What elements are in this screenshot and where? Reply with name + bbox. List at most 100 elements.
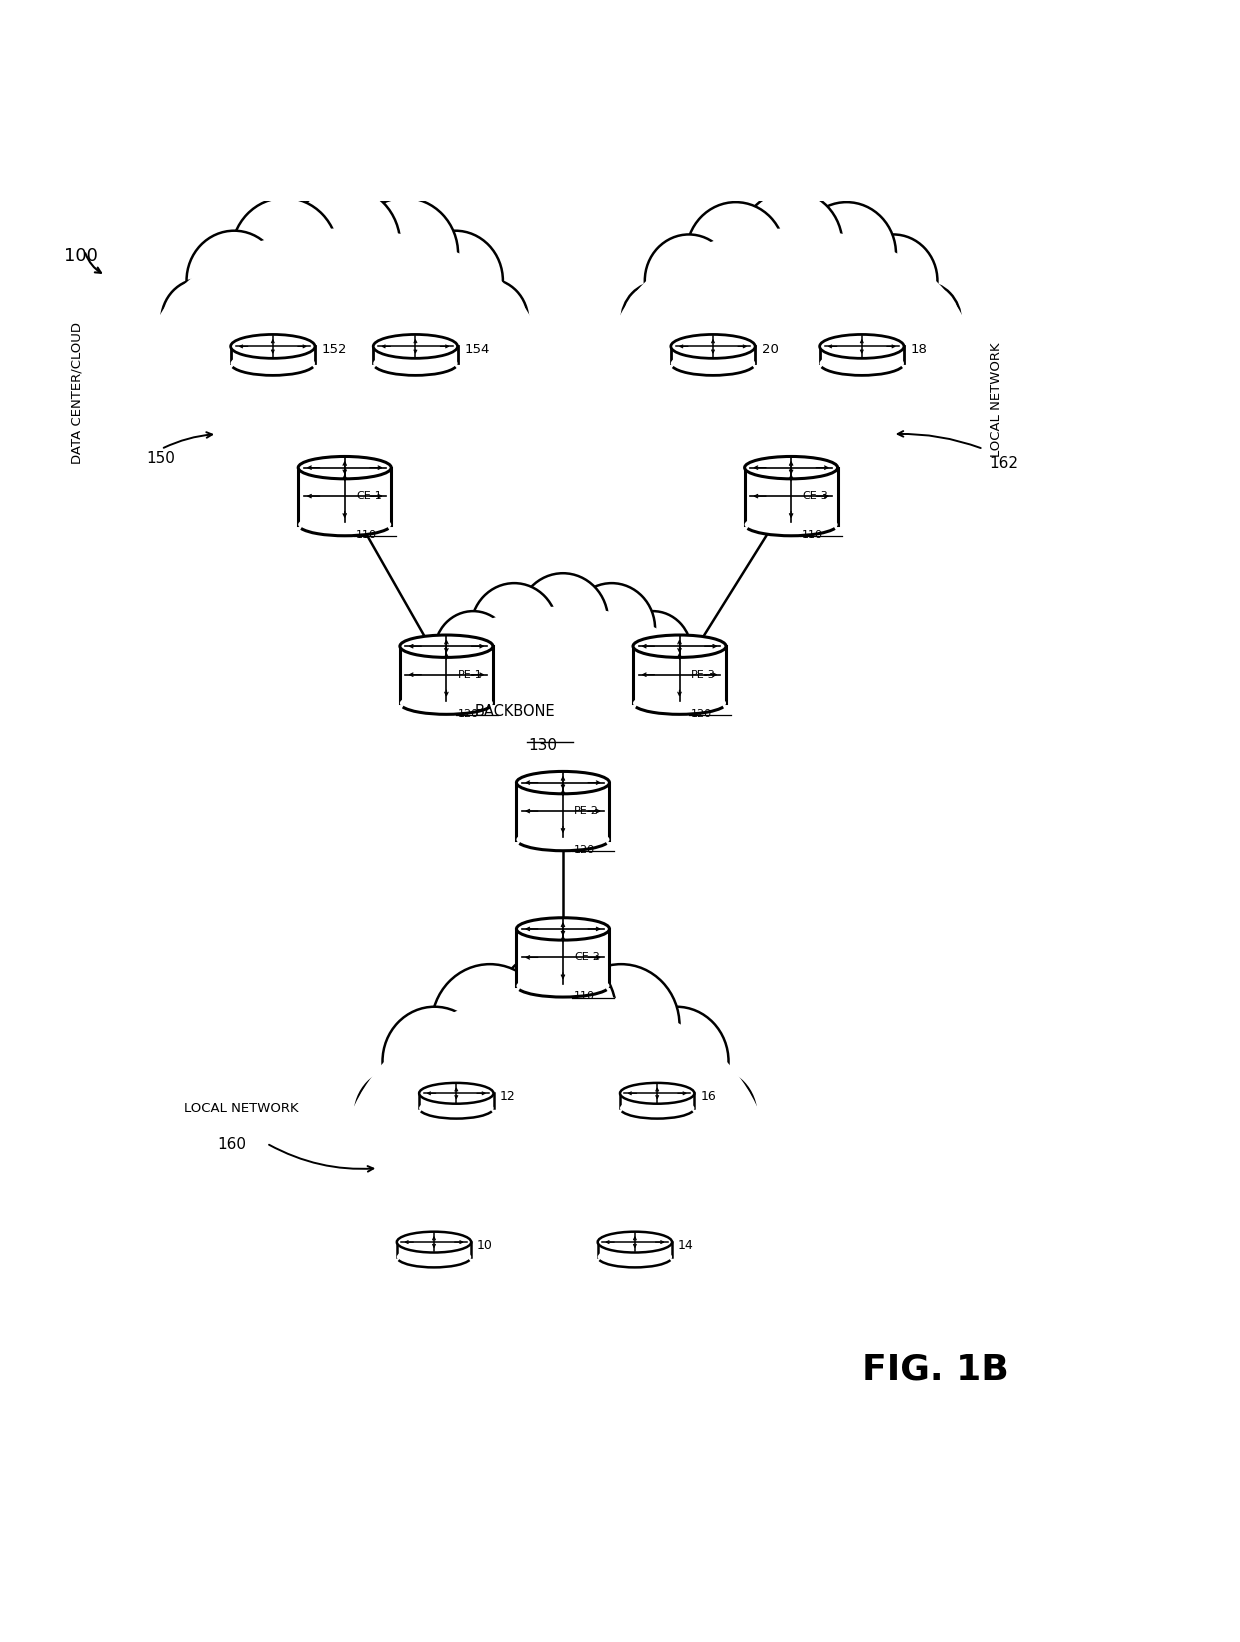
- Ellipse shape: [649, 266, 934, 463]
- Ellipse shape: [620, 1098, 694, 1118]
- Ellipse shape: [432, 964, 548, 1087]
- Bar: [671, 346, 755, 363]
- Bar: [399, 647, 494, 703]
- Ellipse shape: [634, 635, 727, 657]
- Ellipse shape: [634, 691, 727, 714]
- Ellipse shape: [414, 652, 479, 719]
- Ellipse shape: [598, 1232, 672, 1253]
- Ellipse shape: [450, 373, 506, 429]
- Ellipse shape: [686, 202, 785, 305]
- Text: 14: 14: [678, 1238, 694, 1251]
- Ellipse shape: [434, 611, 512, 693]
- Ellipse shape: [518, 573, 608, 668]
- Ellipse shape: [645, 235, 733, 327]
- Ellipse shape: [317, 435, 372, 491]
- Text: 152: 152: [321, 343, 347, 356]
- Ellipse shape: [399, 691, 492, 714]
- Text: 120: 120: [574, 846, 595, 855]
- Ellipse shape: [608, 228, 975, 501]
- Bar: [517, 929, 610, 985]
- Ellipse shape: [517, 772, 610, 793]
- Bar: [598, 1241, 672, 1258]
- Ellipse shape: [231, 335, 315, 358]
- Ellipse shape: [642, 374, 694, 427]
- Ellipse shape: [186, 232, 281, 330]
- Bar: [744, 468, 837, 524]
- Text: 150: 150: [146, 452, 175, 466]
- Ellipse shape: [475, 772, 521, 818]
- Ellipse shape: [740, 190, 842, 299]
- Ellipse shape: [691, 420, 743, 471]
- Ellipse shape: [670, 1069, 756, 1161]
- Ellipse shape: [620, 1082, 694, 1103]
- Text: FIG. 1B: FIG. 1B: [862, 1351, 1008, 1386]
- Ellipse shape: [849, 235, 937, 327]
- Ellipse shape: [613, 1253, 673, 1314]
- Ellipse shape: [397, 1232, 471, 1253]
- Ellipse shape: [568, 583, 655, 675]
- Ellipse shape: [433, 732, 477, 778]
- Bar: [299, 468, 392, 524]
- Bar: [231, 346, 315, 363]
- Text: 154: 154: [464, 343, 490, 356]
- Ellipse shape: [605, 772, 651, 818]
- Text: 110: 110: [802, 530, 823, 540]
- Ellipse shape: [820, 351, 904, 376]
- Ellipse shape: [351, 199, 458, 310]
- Ellipse shape: [397, 419, 453, 473]
- Text: 130: 130: [528, 737, 557, 754]
- Ellipse shape: [299, 514, 392, 535]
- Ellipse shape: [419, 1082, 494, 1103]
- Text: 120: 120: [458, 709, 479, 719]
- Text: PE-2: PE-2: [574, 806, 599, 816]
- Ellipse shape: [744, 456, 838, 479]
- Ellipse shape: [671, 1192, 732, 1253]
- Text: 10: 10: [477, 1238, 494, 1251]
- Ellipse shape: [161, 279, 241, 363]
- Ellipse shape: [399, 635, 492, 657]
- Ellipse shape: [517, 828, 610, 851]
- Ellipse shape: [355, 1069, 441, 1161]
- Ellipse shape: [744, 514, 838, 535]
- Bar: [419, 1094, 494, 1108]
- Ellipse shape: [671, 351, 755, 376]
- Text: CE-1: CE-1: [356, 491, 382, 501]
- Bar: [634, 647, 727, 703]
- Text: 18: 18: [910, 343, 928, 356]
- Ellipse shape: [438, 639, 688, 810]
- Ellipse shape: [232, 199, 339, 310]
- Ellipse shape: [598, 1246, 672, 1268]
- Ellipse shape: [797, 202, 897, 305]
- Text: 100: 100: [64, 246, 98, 264]
- Bar: [373, 346, 458, 363]
- Text: 20: 20: [761, 343, 779, 356]
- Text: 160: 160: [217, 1138, 246, 1153]
- Ellipse shape: [191, 266, 498, 463]
- Ellipse shape: [402, 606, 724, 842]
- Text: BACKBONE: BACKBONE: [474, 704, 556, 719]
- Ellipse shape: [419, 1098, 494, 1118]
- Ellipse shape: [382, 1007, 486, 1117]
- Text: PE-1: PE-1: [458, 670, 482, 680]
- Ellipse shape: [625, 1007, 729, 1117]
- Ellipse shape: [517, 918, 610, 941]
- Text: 16: 16: [701, 1090, 717, 1103]
- Text: 110: 110: [356, 530, 377, 540]
- Ellipse shape: [289, 186, 401, 304]
- Ellipse shape: [387, 1041, 724, 1307]
- Ellipse shape: [888, 282, 961, 360]
- Text: 110: 110: [574, 992, 595, 1002]
- Ellipse shape: [614, 611, 692, 693]
- Text: LOCAL NETWORK: LOCAL NETWORK: [184, 1102, 298, 1115]
- Text: LOCAL NETWORK: LOCAL NETWORK: [990, 342, 1002, 456]
- Ellipse shape: [339, 990, 773, 1358]
- Ellipse shape: [517, 975, 610, 997]
- Ellipse shape: [526, 1276, 587, 1337]
- Text: 162: 162: [990, 456, 1018, 471]
- Ellipse shape: [237, 419, 293, 473]
- Ellipse shape: [563, 964, 680, 1087]
- Bar: [620, 1094, 694, 1108]
- Ellipse shape: [647, 652, 712, 719]
- Text: CE-2: CE-2: [574, 952, 600, 962]
- Ellipse shape: [649, 732, 693, 778]
